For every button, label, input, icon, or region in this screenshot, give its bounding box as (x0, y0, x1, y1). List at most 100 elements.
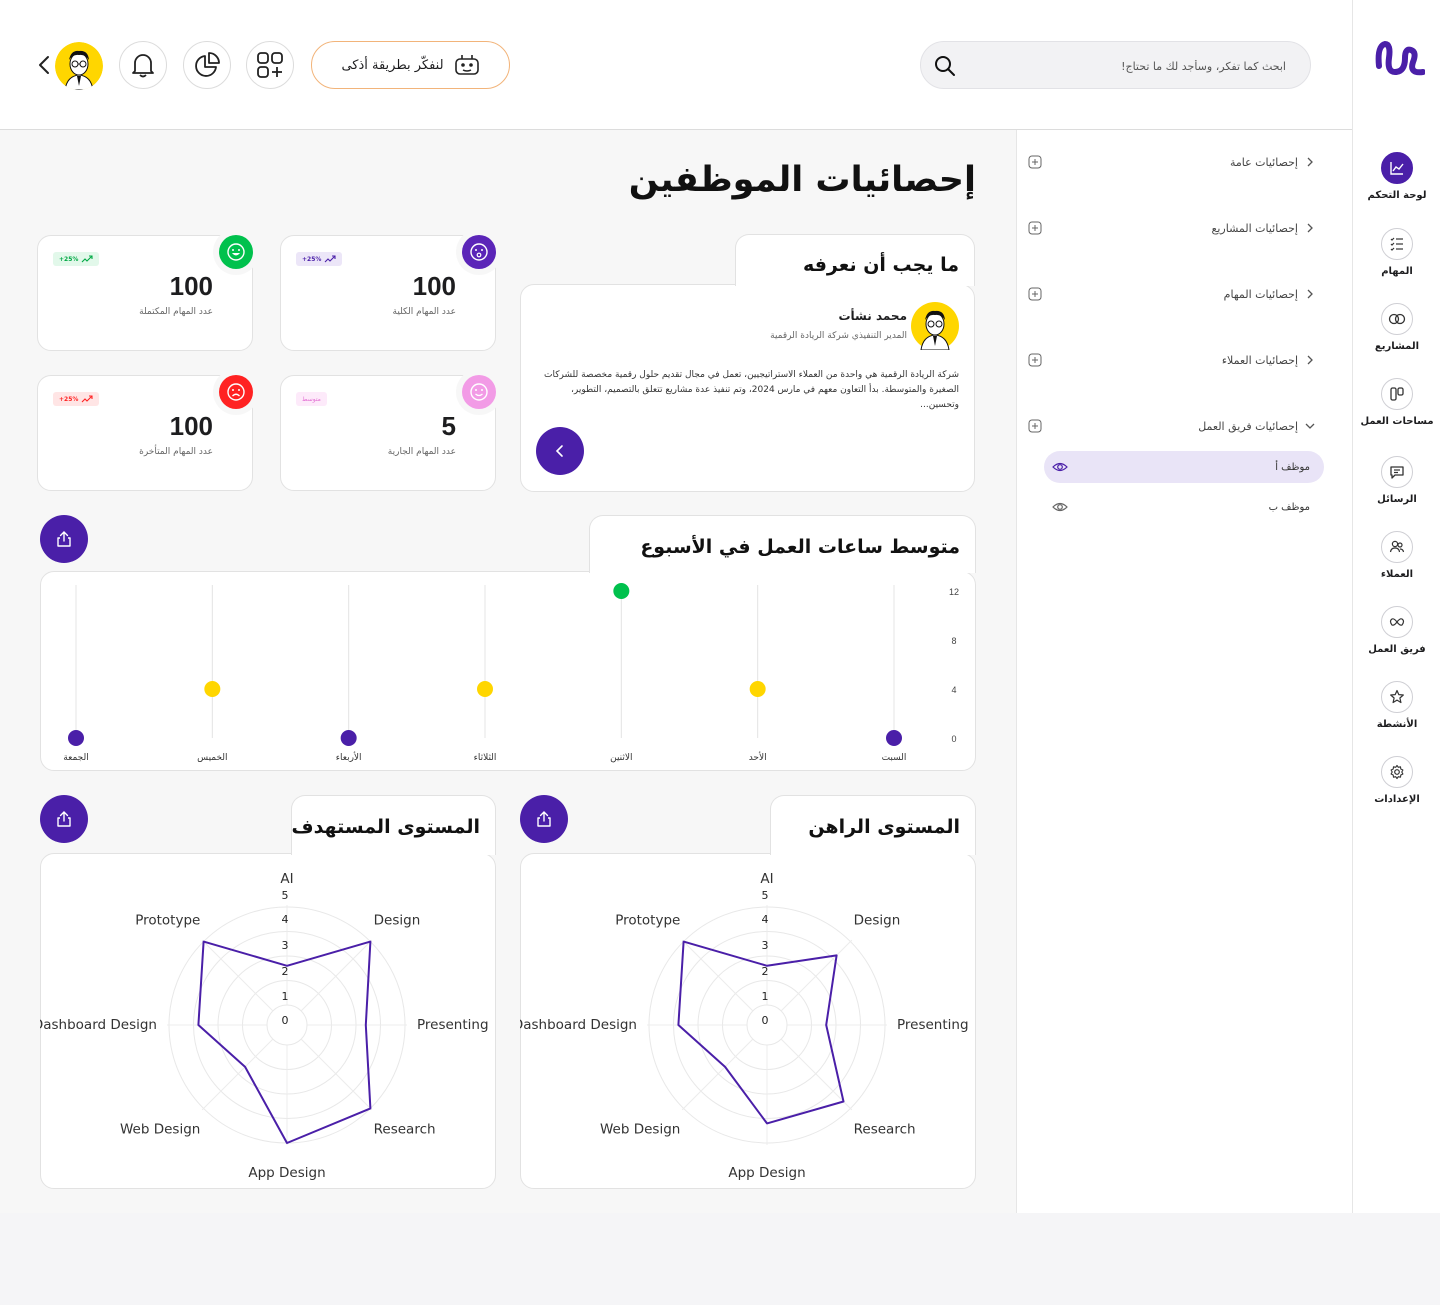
employee-label: موظف ب (1268, 501, 1310, 513)
radial-tick-label: 2 (282, 965, 289, 978)
trend-badge: +25% (53, 252, 100, 266)
radar-spoke (780, 939, 853, 1012)
rail-label: المشاريع (1374, 341, 1420, 352)
team-icon (1389, 618, 1405, 626)
rail-label: لوحة التحكم (1367, 190, 1427, 201)
radar-axis-label: Web Design (120, 1122, 200, 1138)
share-upload-icon (57, 531, 71, 547)
rail-item-activities[interactable]: الأنشطة (1353, 681, 1440, 730)
apps-add-button[interactable] (246, 41, 294, 89)
x-tick-label: الأحد (749, 751, 767, 763)
rail-item-settings[interactable]: الإعدادات (1353, 756, 1440, 805)
radar-axis-label: Presenting (417, 1017, 489, 1033)
x-tick-label: السبت (882, 753, 907, 763)
radial-tick-label: 1 (282, 990, 289, 1003)
radar-current-card: المستوى الراهن 0 1 2 3 4 5 AI Design Presenting R… (520, 795, 976, 1189)
add-square-icon[interactable] (1028, 419, 1042, 433)
stat-card-completed-tasks: +25% 100 عدد المهام المكتملة (37, 229, 259, 351)
trend-up-icon (82, 395, 93, 403)
next-client-button[interactable] (536, 427, 584, 475)
nav-item-label: إحصائيات عامة (1229, 155, 1298, 169)
user-avatar[interactable] (55, 42, 103, 90)
reports-button[interactable] (183, 41, 231, 89)
chevron-right-icon (1307, 355, 1313, 365)
nav-item-client-stats[interactable]: إحصائيات العملاء (1028, 348, 1316, 372)
workspace-icon (1390, 387, 1404, 401)
radar-current-chart: 0 1 2 3 4 5 AI Design Presenting Research App Desi… (520, 871, 969, 1181)
radar-axis-label: AI (280, 871, 293, 887)
trend-badge-text: +25% (59, 395, 79, 403)
x-tick-label: الأربعاء (336, 751, 362, 763)
chevron-down-icon (1305, 423, 1315, 429)
radial-tick-label: 5 (282, 889, 289, 902)
nav-employee-b[interactable]: موظف ب (1044, 491, 1324, 523)
radar-axis-label: Research (854, 1122, 916, 1138)
eye-icon[interactable] (1052, 460, 1068, 474)
radial-tick-label: 0 (282, 1014, 289, 1027)
search-bar[interactable] (920, 41, 1311, 89)
nav-item-project-stats[interactable]: إحصائيات المشاريع (1028, 216, 1316, 240)
rail-item-clients[interactable]: العملاء (1353, 531, 1440, 580)
rail-label: فريق العمل (1368, 644, 1426, 655)
export-radar-target-button[interactable] (40, 795, 88, 843)
status-badge-text: متوسط (302, 395, 321, 403)
export-radar-current-button[interactable] (520, 795, 568, 843)
employee-label: موظف أ (1275, 461, 1310, 473)
add-square-icon[interactable] (1028, 287, 1042, 301)
nav-item-label: إحصائيات فريق العمل (1198, 419, 1298, 433)
activity-star-icon (1390, 689, 1404, 704)
notifications-button[interactable] (119, 41, 167, 89)
rail-item-messages[interactable]: الرسائل (1353, 456, 1440, 505)
radar-axis-label: App Design (248, 1165, 325, 1181)
brand-logo[interactable] (1371, 36, 1425, 84)
search-icon[interactable] (933, 54, 957, 78)
radar-axis-label: Design (854, 912, 901, 928)
surprised-face-icon (462, 235, 496, 269)
rail-item-tasks[interactable]: المهام (1353, 228, 1440, 277)
nav-item-task-stats[interactable]: إحصائيات المهام (1028, 282, 1316, 306)
add-square-icon[interactable] (1028, 221, 1042, 235)
apps-add-icon (257, 52, 283, 78)
rail-item-dashboard[interactable]: لوحة التحكم (1353, 152, 1440, 201)
radar-target-title: المستوى المستهدف (291, 816, 480, 838)
add-square-icon[interactable] (1028, 353, 1042, 367)
radar-spoke (201, 939, 274, 1012)
client-avatar (911, 302, 959, 350)
chevron-left-icon (555, 445, 563, 457)
clients-icon (1389, 540, 1405, 553)
nav-item-team-stats[interactable]: إحصائيات فريق العمل (1028, 414, 1316, 438)
chevron-left-icon[interactable] (34, 54, 54, 76)
radial-tick-label: 5 (762, 889, 769, 902)
weekly-hours-chart: 0 4 8 12 السبت الأحد الاثنين الثلاثاء الأربعاء ال… (63, 583, 959, 763)
nav-item-general-stats[interactable]: إحصائيات عامة (1028, 150, 1316, 174)
export-weekly-button[interactable] (40, 515, 88, 563)
rail-label: المهام (1381, 266, 1413, 277)
radar-spoke (300, 1038, 373, 1111)
status-badge: متوسط (296, 392, 327, 406)
radar-axis-label: Research (374, 1122, 436, 1138)
radar-series (677, 940, 845, 1125)
rail-item-projects[interactable]: المشاريع (1353, 303, 1440, 352)
nav-employee-a[interactable]: موظف أ (1044, 451, 1324, 483)
chevron-right-icon (1307, 223, 1313, 233)
add-square-icon[interactable] (1028, 155, 1042, 169)
radar-axis-label: App Design (728, 1165, 805, 1181)
rail-label: الرسائل (1377, 494, 1417, 505)
rail-item-team[interactable]: فريق العمل (1353, 606, 1440, 655)
radar-spoke (780, 1038, 853, 1111)
radar-axis-label: Dashboard Design (520, 1017, 637, 1033)
gear-icon (1390, 764, 1404, 780)
search-input[interactable] (986, 55, 1286, 77)
radar-current-title: المستوى الراهن (808, 816, 960, 838)
pie-chart-icon (195, 52, 220, 77)
chart-line-icon (1390, 162, 1404, 175)
rail-item-workspaces[interactable]: مساحات العمل (1353, 378, 1440, 427)
robot-icon (454, 55, 479, 75)
eye-icon[interactable] (1052, 500, 1068, 514)
stat-value: 100 (412, 271, 456, 301)
y-tick-label: 12 (949, 587, 959, 597)
ai-assistant-button[interactable]: لنفكّر بطريقة أذكى (311, 41, 510, 89)
smile-face-icon (462, 375, 496, 409)
x-tick-label: الخميس (197, 753, 227, 763)
radar-axis-label: Dashboard Design (40, 1017, 157, 1033)
